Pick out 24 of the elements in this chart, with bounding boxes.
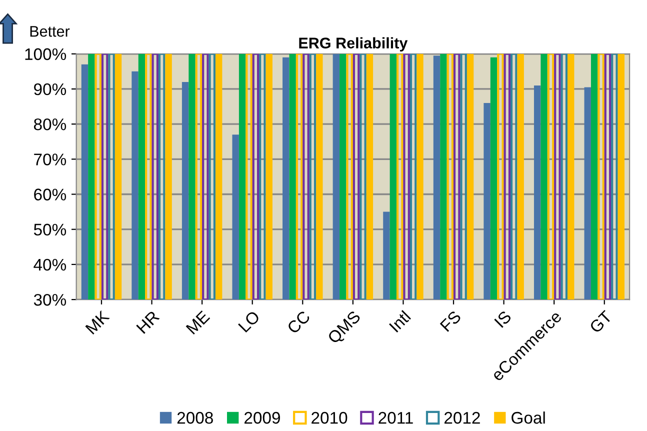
x-tick-label: GT: [588, 310, 613, 334]
legend-label: 2009: [244, 412, 280, 424]
x-tick-label: Intl: [388, 310, 412, 333]
x-tick-label: FS: [440, 310, 462, 332]
y-tick-label: 90%: [34, 83, 66, 96]
y-tick-label: 70%: [34, 154, 66, 166]
chart-title: ERG Reliability: [299, 37, 408, 52]
y-tick-label: 30%: [34, 294, 66, 306]
y-tick-label: 60%: [34, 188, 66, 200]
legend-label: 2011: [378, 412, 413, 424]
y-tick-label: 50%: [34, 224, 66, 236]
y-tick-label: 100%: [25, 48, 66, 60]
legend-label: Goal: [512, 411, 545, 424]
x-tick-label: CC: [286, 310, 311, 334]
legend-label: 2010: [312, 412, 348, 424]
x-tick-label: ME: [186, 310, 210, 335]
legend-label: 2008: [177, 412, 213, 424]
x-tick-label: LO: [238, 310, 260, 333]
y-tick-label: 40%: [34, 258, 66, 271]
text: Better: [30, 26, 70, 37]
y-tick-label: 80%: [34, 118, 66, 130]
legend-label: 2012: [444, 412, 480, 424]
x-tick-label: HR: [136, 310, 160, 334]
x-tick-label: MK: [85, 310, 110, 335]
